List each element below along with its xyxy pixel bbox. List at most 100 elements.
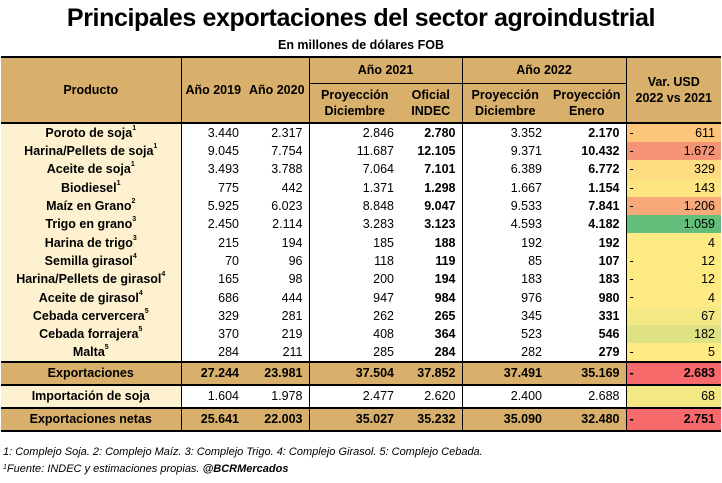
cell-oficial-2021: 364 bbox=[400, 324, 463, 344]
var-value: 12 bbox=[701, 272, 715, 287]
producto-label: Aceite de soja bbox=[46, 162, 131, 177]
row-producto: Harina/Pellets de soja1 bbox=[1, 142, 182, 161]
cell-2020: 444 bbox=[245, 288, 310, 307]
col-header-2021: Año 2021 bbox=[309, 57, 463, 84]
cell-proy-dic-2022: 345 bbox=[462, 306, 548, 325]
table-row: Semilla girasol4 70 96 118 119 85 107-12 bbox=[1, 251, 721, 271]
cell-proy-dic-2022: 523 bbox=[462, 324, 548, 344]
cell-oficial-2021: 35.232 bbox=[400, 408, 463, 432]
table-row: Poroto de soja1 3.440 2.317 2.846 2.780 3.352… bbox=[1, 123, 721, 142]
cell-proy-2021: 408 bbox=[309, 324, 400, 344]
col-header-proy-2021-line1: Proyección bbox=[321, 87, 389, 102]
cell-proy-ene-2022: 192 bbox=[548, 233, 627, 252]
cell-proy-2021: 3.283 bbox=[309, 215, 400, 234]
row-producto: Aceite de girasol4 bbox=[1, 288, 182, 307]
cell-2019: 3.493 bbox=[181, 160, 245, 179]
cell-oficial-2021: 984 bbox=[400, 288, 463, 307]
cell-var: - 1.672 bbox=[626, 142, 721, 161]
col-header-proy-ene-line2: Enero bbox=[569, 103, 605, 118]
row-producto: Harina/Pellets de girasol4 bbox=[1, 270, 182, 289]
cell-oficial-2021: 188 bbox=[400, 233, 463, 252]
cell-proy-dic-2022: 192 bbox=[462, 233, 548, 252]
cell-proy-dic-2022: 35.090 bbox=[462, 408, 548, 432]
var-value: 4 bbox=[708, 290, 715, 305]
var-value: 2.683 bbox=[683, 366, 715, 381]
cell-oficial-2021: 7.101 bbox=[400, 160, 463, 179]
cell-var: 1.059 bbox=[626, 215, 721, 234]
cell-proy-2021: 8.848 bbox=[309, 196, 400, 216]
cell-proy-dic-2022: 9.533 bbox=[462, 196, 548, 216]
cell-proy-ene-2022: 4.182 bbox=[548, 215, 627, 234]
var-sign: - bbox=[629, 272, 634, 287]
cell-proy-dic-2022: 2.400 bbox=[462, 385, 548, 409]
cell-var: - 2.683 bbox=[626, 362, 721, 386]
cell-proy-dic-2022: 976 bbox=[462, 288, 548, 307]
cell-proy-dic-2022: 1.667 bbox=[462, 178, 548, 197]
col-header-proy-dic-line2: Diciembre bbox=[475, 103, 536, 118]
cell-var: - 12 bbox=[626, 270, 721, 289]
producto-label: Poroto de soja bbox=[45, 126, 133, 140]
footnote-handle: @BCRMercados bbox=[202, 463, 289, 475]
producto-label: Harina/Pellets de girasol bbox=[16, 272, 162, 287]
col-header-proy-dic-line1: Proyección bbox=[471, 87, 539, 102]
cell-proy-ene-2022: 331 bbox=[548, 306, 627, 325]
cell-2020: 6.023 bbox=[245, 196, 310, 216]
var-value: 5 bbox=[708, 345, 715, 360]
cell-2019: 2.450 bbox=[181, 215, 245, 234]
producto-label: Cebada forrajera bbox=[39, 327, 139, 342]
col-header-proy-ene-line1: Proyección bbox=[553, 87, 621, 102]
var-value: 4 bbox=[708, 235, 715, 250]
var-sign: - bbox=[629, 180, 634, 195]
col-header-var-line1: Var. USD bbox=[647, 75, 700, 89]
table-row: Exportaciones 27.244 23.981 37.504 37.852 37.… bbox=[1, 362, 721, 386]
cell-proy-ene-2022: 183 bbox=[548, 270, 627, 289]
cell-proy-dic-2022: 282 bbox=[462, 343, 548, 363]
footnote-fuente: 1Fuente: INDEC y estimaciones propias. @… bbox=[3, 463, 288, 475]
producto-label: Malta bbox=[72, 345, 105, 360]
cell-2019: 284 bbox=[181, 343, 245, 363]
cell-2020: 281 bbox=[245, 306, 310, 325]
producto-label: Harina/Pellets de soja bbox=[24, 144, 154, 159]
cell-2020: 98 bbox=[245, 270, 310, 289]
cell-2020: 1.978 bbox=[245, 385, 310, 409]
producto-label: Exportaciones bbox=[47, 366, 134, 381]
producto-footnote-ref: 5 bbox=[144, 307, 149, 315]
col-header-var-line2: 2022 vs 2021 bbox=[635, 91, 712, 105]
var-value: 182 bbox=[694, 327, 715, 342]
cell-proy-2021: 1.371 bbox=[309, 178, 400, 197]
exports-table: Producto Año 2019 Año 2020 Año 2021 Año … bbox=[1, 56, 721, 432]
var-value: 329 bbox=[694, 162, 715, 177]
row-producto: Importación de soja bbox=[1, 385, 182, 409]
table-row: Exportaciones netas 25.641 22.003 35.027 35.… bbox=[1, 408, 721, 432]
table-row: Maíz en Grano2 5.925 6.023 8.848 9.047 9.533 7… bbox=[1, 196, 721, 216]
cell-var: - 12 bbox=[626, 251, 721, 271]
cell-oficial-2021: 284 bbox=[400, 343, 463, 363]
cell-proy-ene-2022: 6.772 bbox=[548, 160, 627, 179]
col-header-oficial-2021: Oficial INDEC bbox=[400, 83, 463, 124]
cell-oficial-2021: 12.105 bbox=[400, 142, 463, 161]
producto-footnote-ref: 2 bbox=[131, 198, 136, 206]
var-sign: - bbox=[629, 126, 634, 140]
cell-proy-dic-2022: 37.491 bbox=[462, 362, 548, 386]
var-value: 68 bbox=[701, 389, 715, 404]
cell-proy-ene-2022: 10.432 bbox=[548, 142, 627, 161]
col-header-producto: Producto bbox=[1, 57, 182, 124]
row-producto: Maíz en Grano2 bbox=[1, 196, 182, 216]
cell-proy-dic-2022: 3.352 bbox=[462, 123, 548, 142]
cell-2019: 27.244 bbox=[181, 362, 245, 386]
var-value: 1.059 bbox=[683, 217, 715, 232]
cell-2020: 3.788 bbox=[245, 160, 310, 179]
var-sign: - bbox=[629, 253, 634, 268]
cell-var: - 329 bbox=[626, 160, 721, 179]
footnote-fuente-sup: 1 bbox=[3, 464, 7, 471]
producto-label: Biodiesel bbox=[61, 180, 117, 195]
cell-var: 67 bbox=[626, 306, 721, 325]
producto-label: Cebada cervercera bbox=[32, 308, 145, 323]
cell-proy-2021: 7.064 bbox=[309, 160, 400, 179]
row-producto: Exportaciones netas bbox=[1, 408, 182, 432]
producto-footnote-ref: 4 bbox=[161, 271, 166, 279]
row-producto: Semilla girasol4 bbox=[1, 251, 182, 271]
cell-2020: 194 bbox=[245, 233, 310, 252]
page-title: Principales exportaciones del sector agr… bbox=[66, 4, 656, 32]
cell-2019: 5.925 bbox=[181, 196, 245, 216]
